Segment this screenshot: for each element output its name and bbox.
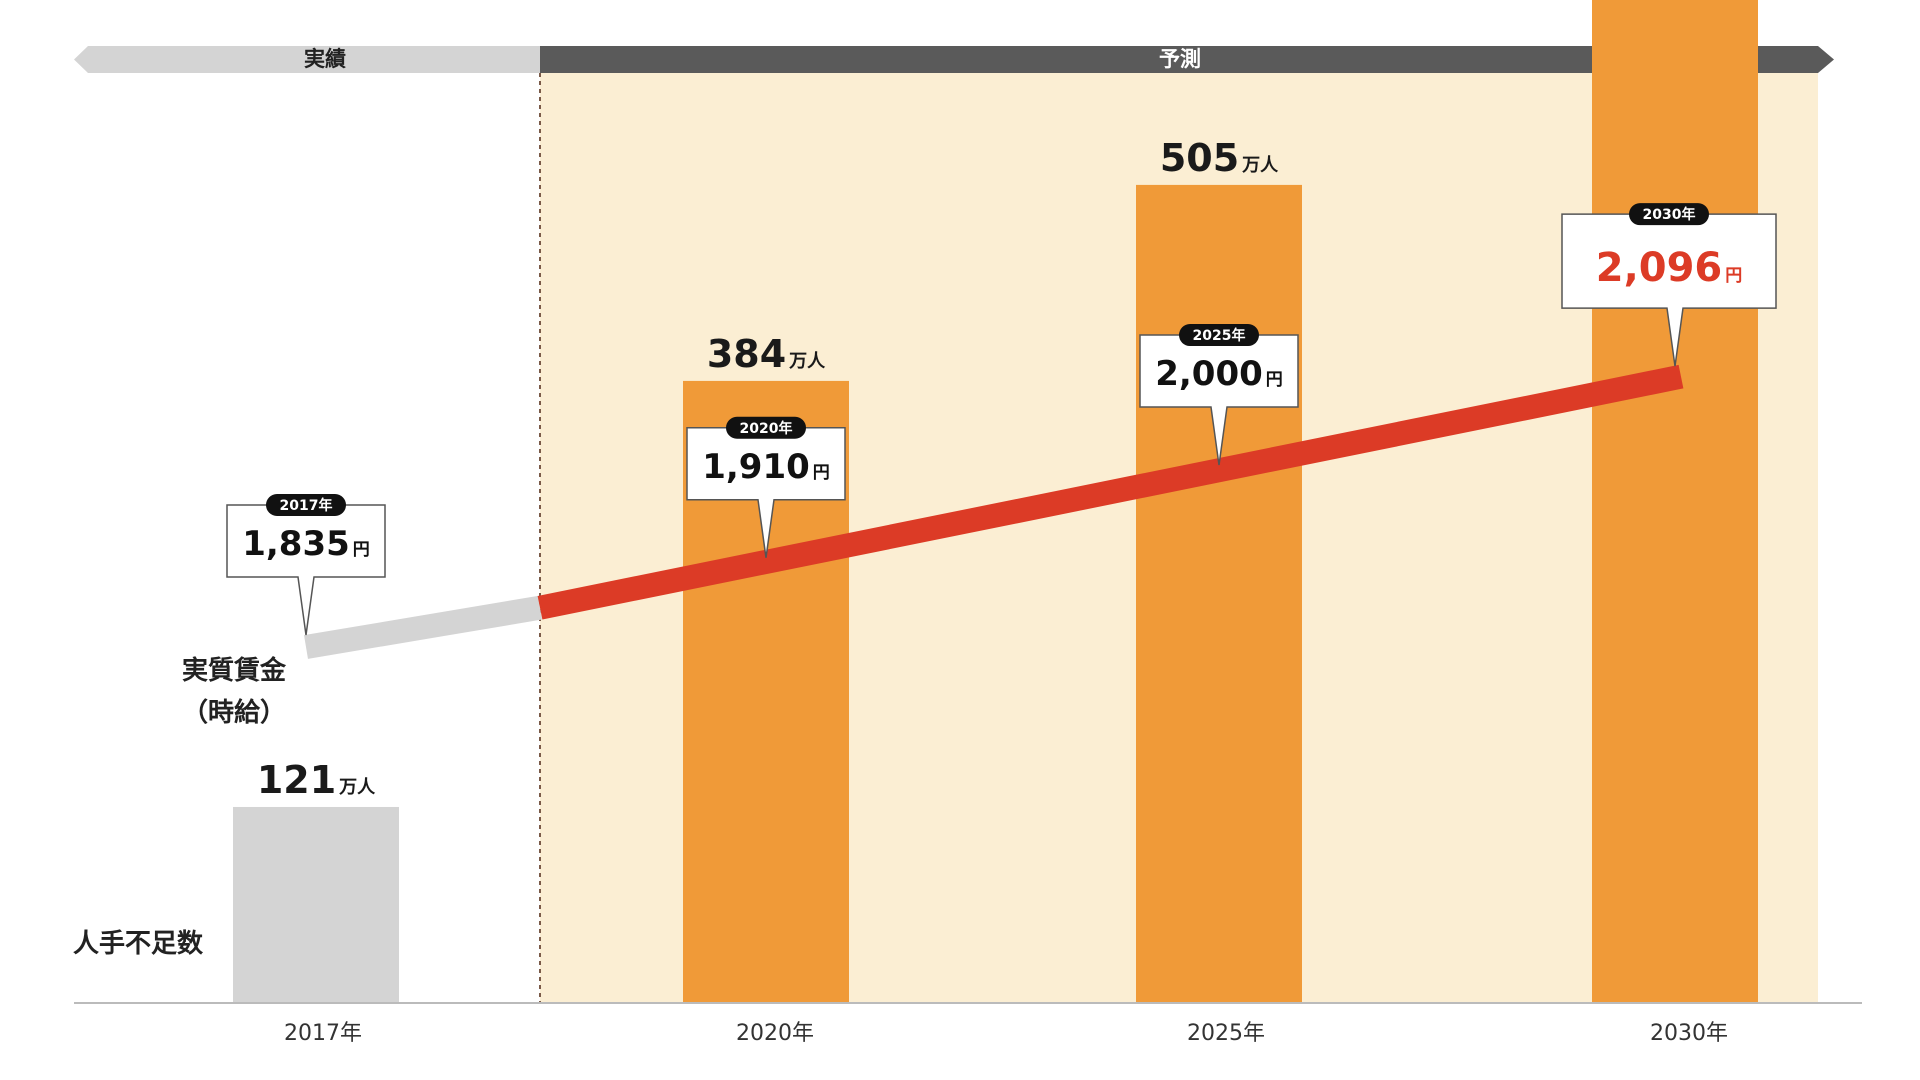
- bars-layer: 121万人384万人505万人644万人: [233, 0, 1758, 1004]
- x-tick-label-2025年: 2025年: [1187, 1021, 1265, 1046]
- wage-callout-year-2017年: 2017年: [280, 497, 333, 514]
- actual-band-label: 実績: [304, 47, 346, 71]
- wage-callout-year-pill-2017年: [266, 494, 346, 516]
- wage-value-label-2017年: 1,835 円: [242, 524, 370, 564]
- wage-label-line1: 実質賃金: [182, 655, 287, 686]
- wage-callout-2017年: [226, 504, 386, 636]
- forecast-band-label: 予測: [1159, 47, 1201, 71]
- wage-line-actual: [304, 595, 542, 659]
- x-tick-label-2017年: 2017年: [284, 1021, 362, 1046]
- wage-callout-2030年: [1561, 213, 1777, 367]
- wage-callout-year-2025年: 2025年: [1193, 327, 1246, 344]
- wage-callout-year-pill-2025年: [1179, 324, 1259, 347]
- wage-callout-year-2020年: 2020年: [740, 420, 793, 437]
- bar-value-label-2017年: 121 万人: [257, 758, 376, 802]
- shortage-label: 人手不足数: [73, 929, 204, 959]
- bar-value-label-2020年: 384 万人: [707, 332, 826, 376]
- wage-callout-year-pill-2020年: [726, 416, 806, 439]
- wage-line-forecast: [537, 364, 1684, 620]
- wage-value-label-2030年: 2,096 円: [1596, 245, 1743, 291]
- wage-callout-year-2030年: 2030年: [1643, 206, 1696, 223]
- bar-2025年: [1136, 184, 1302, 1003]
- x-axis-ticks: 2017年 2020年 2025年 2030年: [284, 1021, 1728, 1046]
- wage-callout-2025年: [1139, 334, 1299, 466]
- wage-label-line2: （時給）: [182, 697, 286, 728]
- callouts-layer: 2017年 1,835 円 2020年 1,910 円 2025年 2,000 円 2030年 2,…: [226, 203, 1777, 636]
- wage-callout-2020年: [686, 427, 846, 558]
- wage-value-label-2025年: 2,000 円: [1155, 354, 1283, 394]
- wage-value-label-2020年: 1,910 円: [702, 447, 830, 487]
- bar-value-label-2025年: 505 万人: [1160, 136, 1279, 180]
- period-bands: 実績 予測: [74, 46, 1834, 73]
- forecast-band: [540, 46, 1834, 73]
- wage-line-layer: [304, 364, 1684, 659]
- actual-band: [74, 46, 540, 73]
- wage-callout-year-pill-2030年: [1629, 203, 1709, 226]
- bar-2017年: [233, 806, 399, 1003]
- bar-2030年: [1592, 0, 1758, 1004]
- x-tick-label-2020年: 2020年: [736, 1021, 814, 1046]
- x-tick-label-2030年: 2030年: [1650, 1021, 1728, 1046]
